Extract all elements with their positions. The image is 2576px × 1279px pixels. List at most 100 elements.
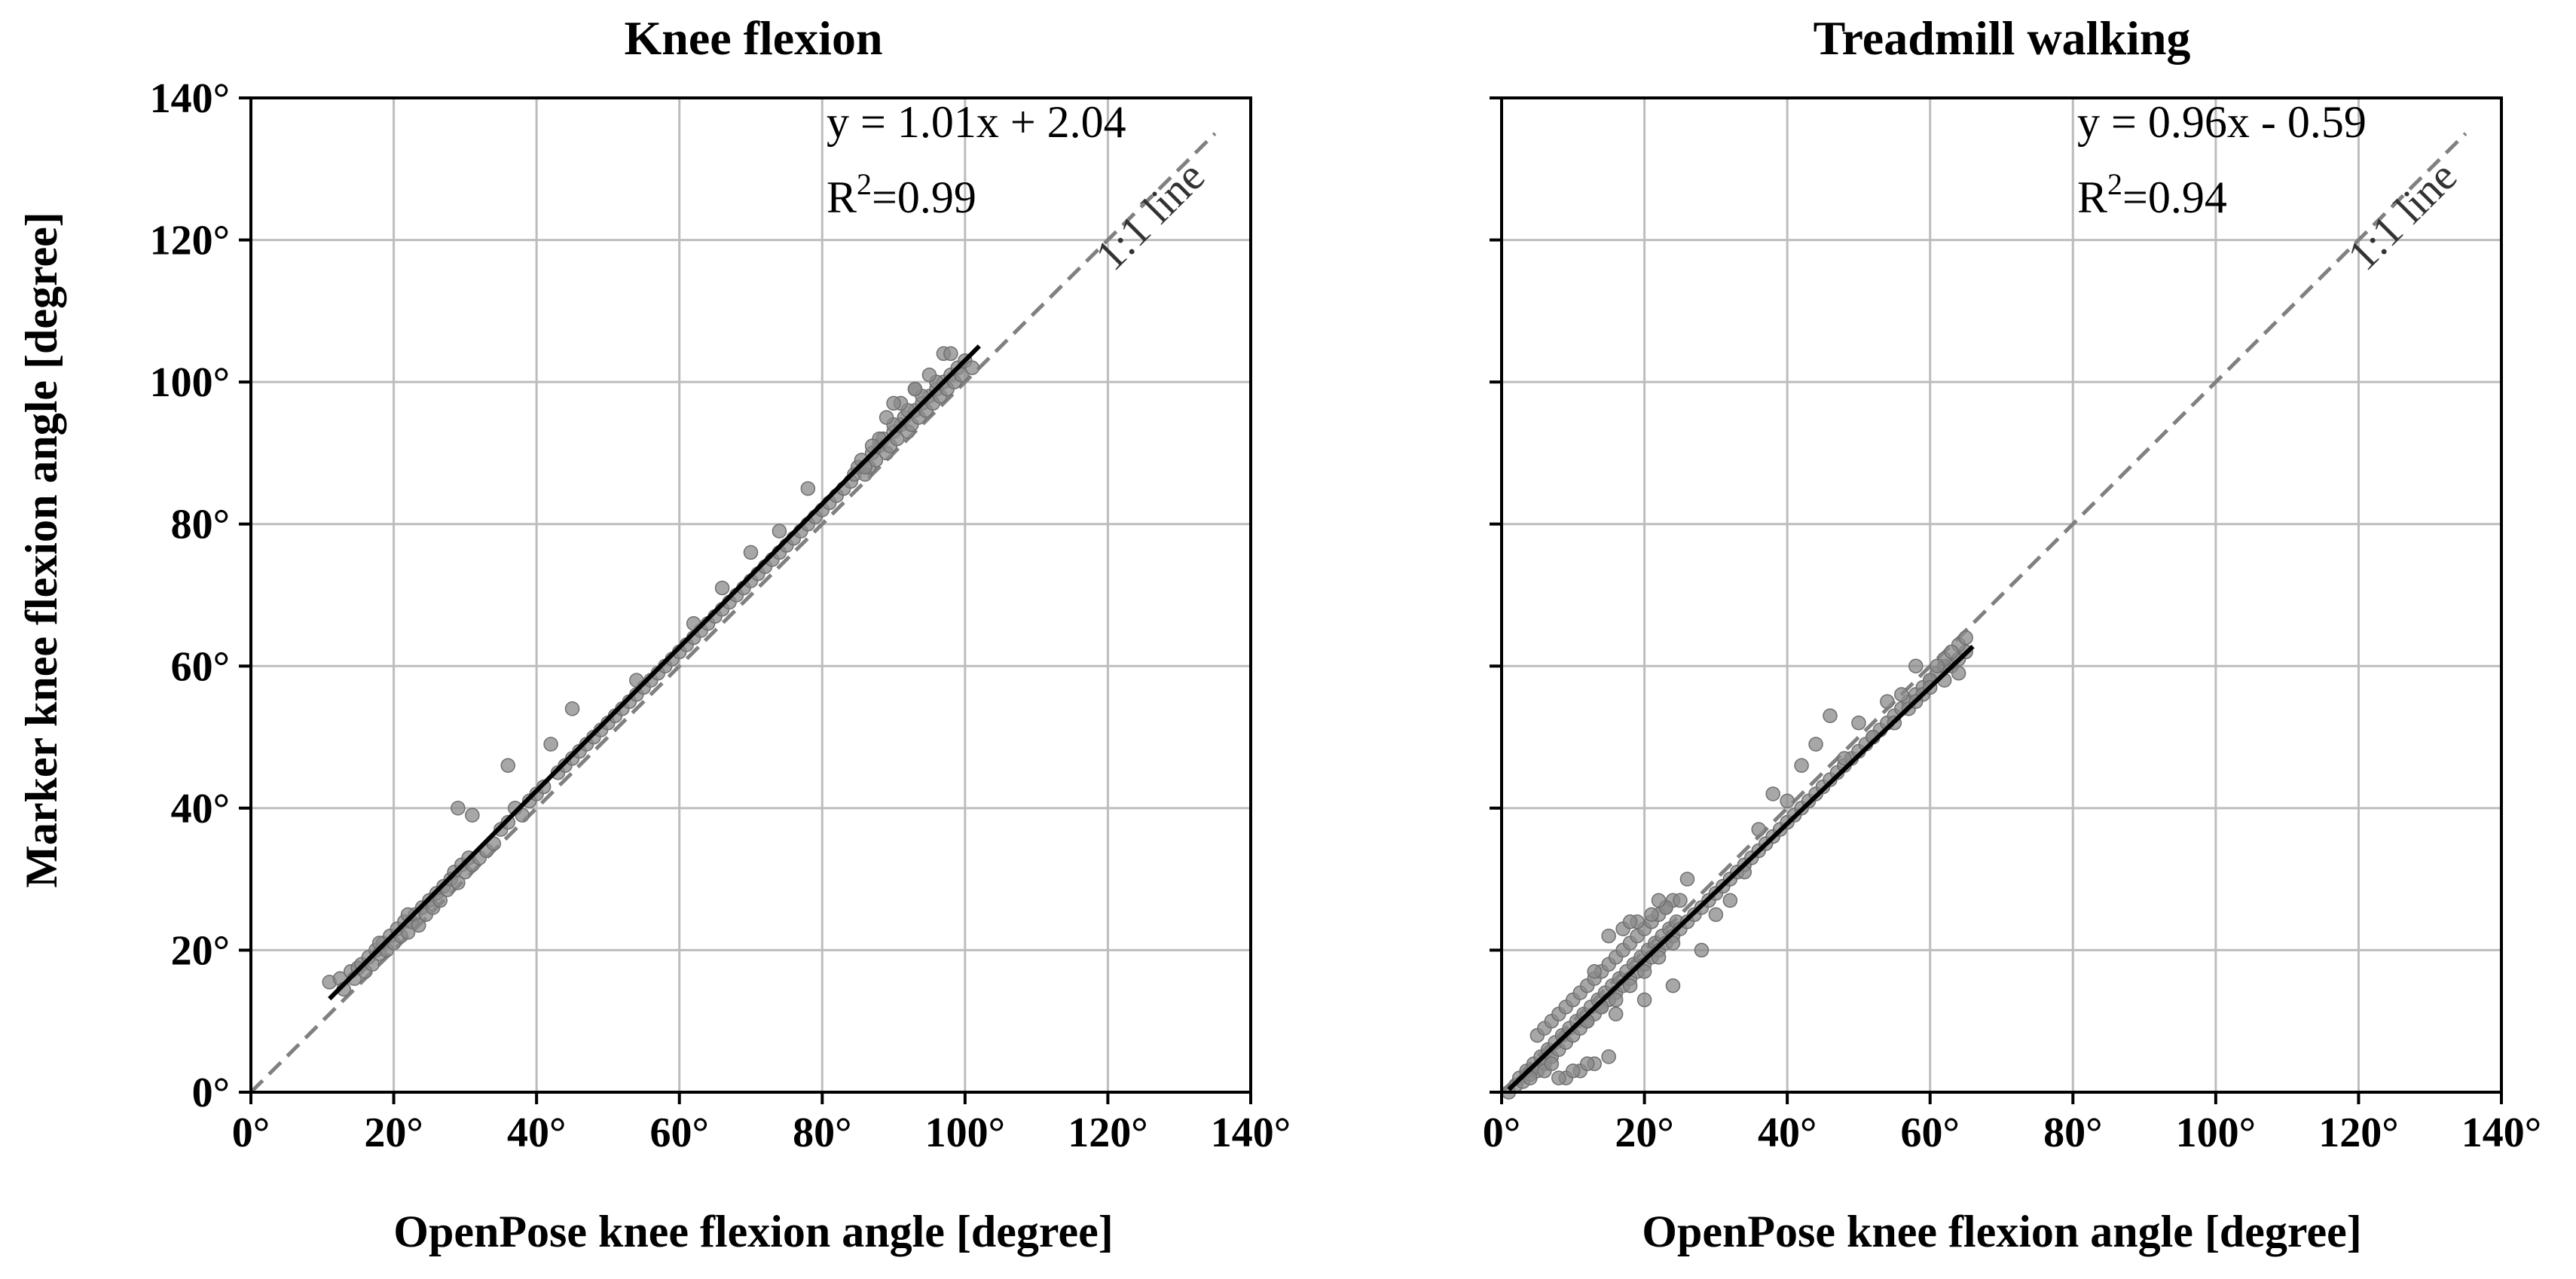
data-point — [1601, 1049, 1616, 1064]
data-point — [800, 481, 816, 496]
data-point — [890, 431, 905, 447]
x-tick-label: 100° — [2176, 1110, 2256, 1156]
data-point — [1951, 665, 1966, 681]
regression-line — [328, 344, 981, 1001]
data-point — [943, 346, 958, 362]
y-tick-label: 120° — [150, 218, 230, 264]
data-point — [564, 701, 580, 716]
y-ticks — [1490, 96, 1502, 1094]
data-point — [907, 381, 923, 397]
data-point — [1644, 907, 1659, 923]
r-squared-prefix: R — [2077, 172, 2107, 222]
x-tick-label: 60° — [650, 1110, 709, 1156]
x-tick-label: 60° — [1901, 1110, 1960, 1156]
data-point — [1958, 630, 1973, 646]
x-ticks: 0° 20° 40° 60° 80° 100° 120° 140° — [232, 1092, 1291, 1156]
x-tick-label: 40° — [507, 1110, 566, 1156]
data-point — [1636, 963, 1652, 979]
one-to-one-label: 1:1 line — [2338, 151, 2466, 279]
data-point — [1851, 715, 1866, 731]
data-point — [451, 875, 466, 890]
data-point — [1908, 658, 1924, 674]
data-point — [1780, 793, 1795, 809]
x-tick-label: 20° — [1615, 1110, 1673, 1156]
data-point — [1665, 978, 1681, 994]
data-point — [772, 524, 787, 539]
data-point — [1930, 658, 1945, 674]
data-point — [1837, 751, 1852, 766]
data-point — [1679, 871, 1695, 887]
data-point — [1665, 936, 1681, 951]
y-tick-label: 40° — [171, 786, 230, 832]
x-axis-label: OpenPose knee flexion angle [degree] — [393, 1207, 1113, 1256]
data-point — [1651, 893, 1667, 908]
data-point — [1794, 758, 1809, 774]
data-point — [1622, 914, 1638, 929]
y-tick-label: 100° — [150, 359, 230, 406]
x-axis-label: OpenPose knee flexion angle [degree] — [1642, 1207, 2361, 1256]
plot-frame — [1500, 96, 2503, 1094]
r-squared-value: =0.94 — [2122, 172, 2227, 222]
data-point — [1566, 1063, 1581, 1079]
data-point — [1880, 694, 1895, 710]
data-point — [451, 801, 466, 816]
x-tick-label: 140° — [2461, 1110, 2541, 1156]
y-tick-label: 0° — [192, 1070, 230, 1116]
y-ticks: 0° 20° 40° 60° 80° 100° 120° 140° — [150, 75, 251, 1116]
data-point — [886, 395, 901, 411]
x-tick-label: 0° — [1483, 1110, 1520, 1156]
x-tick-label: 80° — [793, 1110, 851, 1156]
x-tick-label: 140° — [1211, 1110, 1291, 1156]
y-tick-label: 80° — [171, 502, 230, 548]
r-squared: R2=0.94 — [2077, 167, 2227, 222]
r-squared-superscript: 2 — [857, 167, 872, 201]
data-point — [743, 545, 759, 560]
regression-equation: y = 0.96x - 0.59 — [2077, 97, 2367, 147]
data-point — [1808, 737, 1823, 752]
data-point — [1544, 1056, 1560, 1072]
scatter-points — [322, 346, 980, 997]
one-to-one-label: 1:1 line — [1086, 151, 1214, 279]
chart-title: Treadmill walking — [1814, 11, 2191, 65]
regression-line — [1507, 644, 1975, 1091]
data-point — [879, 410, 894, 426]
data-point — [1622, 978, 1638, 994]
data-point — [1551, 1070, 1566, 1085]
data-point — [432, 893, 448, 908]
data-point — [500, 758, 515, 774]
data-point — [921, 367, 937, 383]
data-point — [629, 673, 644, 688]
data-point — [1694, 942, 1710, 958]
y-tick-label: 60° — [171, 643, 230, 690]
one-to-one-line — [249, 132, 1217, 1094]
r-squared-value: =0.99 — [872, 172, 976, 222]
one-to-one-line — [1500, 132, 2468, 1094]
data-point — [1708, 907, 1724, 923]
data-point — [1944, 644, 1959, 660]
data-point — [1601, 928, 1616, 944]
data-point — [964, 360, 980, 376]
data-point — [1636, 992, 1652, 1008]
x-tick-label: 40° — [1758, 1110, 1817, 1156]
x-ticks: 0° 20° 40° 60° 80° 100° 120° 140° — [1483, 1092, 2541, 1156]
y-tick-label: 140° — [150, 75, 230, 122]
data-point — [515, 807, 530, 823]
data-point — [1765, 786, 1780, 801]
data-point — [1673, 893, 1688, 908]
grid-lines — [249, 96, 1252, 1094]
data-point — [1823, 708, 1838, 724]
y-axis-label: Marker knee flexion angle [degree] — [17, 212, 66, 888]
data-point — [1751, 822, 1766, 837]
data-point — [868, 453, 884, 468]
data-point — [1587, 963, 1602, 979]
treadmill-walking-panel: Treadmill walking 0° 20° 40° 60° 80° 100° 120°… — [1483, 11, 2541, 1256]
y-tick-label: 20° — [171, 927, 230, 974]
r-squared-prefix: R — [827, 172, 857, 222]
data-point — [1651, 950, 1667, 965]
data-point — [543, 737, 558, 752]
x-tick-label: 100° — [925, 1110, 1005, 1156]
regression-equation: y = 1.01x + 2.04 — [827, 97, 1126, 147]
x-tick-label: 20° — [364, 1110, 423, 1156]
x-tick-label: 0° — [232, 1110, 270, 1156]
